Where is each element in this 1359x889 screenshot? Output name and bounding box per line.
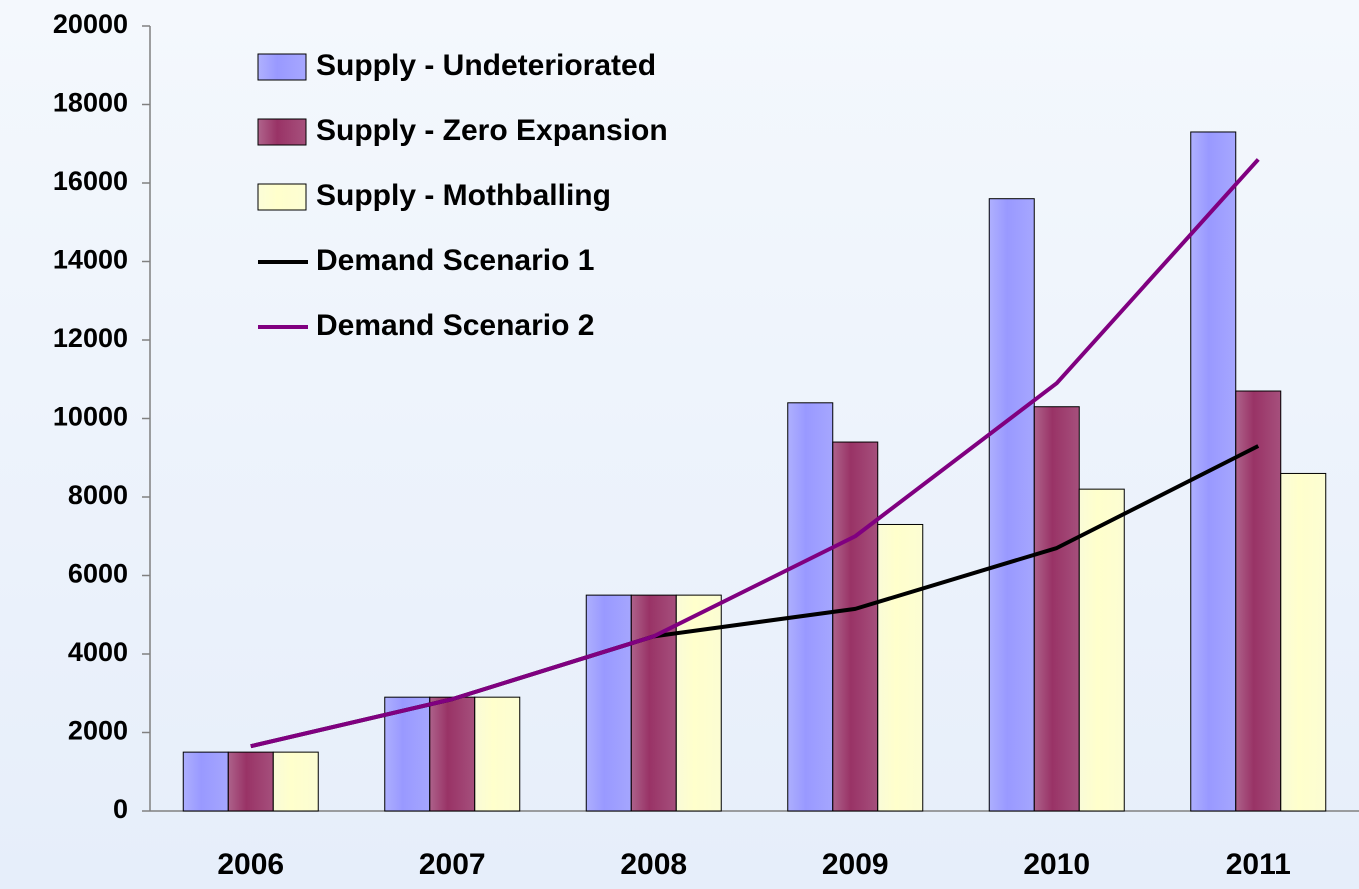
legend-swatch bbox=[257, 53, 307, 81]
bar bbox=[272, 751, 319, 812]
y-tick-label: 4000 bbox=[68, 637, 128, 667]
x-tick-label: 2010 bbox=[1023, 848, 1090, 881]
x-tick-label: 2007 bbox=[419, 848, 486, 881]
bar bbox=[1280, 472, 1327, 812]
legend-swatch bbox=[257, 183, 307, 211]
legend-label: Supply - Zero Expansion bbox=[316, 114, 668, 147]
y-tick-label: 18000 bbox=[53, 88, 128, 118]
bar bbox=[988, 198, 1035, 812]
y-tick-label: 2000 bbox=[68, 716, 128, 746]
y-tick-label: 6000 bbox=[68, 559, 128, 589]
bar bbox=[1235, 390, 1282, 812]
bar bbox=[384, 696, 431, 812]
bar bbox=[1078, 488, 1125, 812]
bar bbox=[787, 402, 834, 812]
bar bbox=[474, 696, 521, 812]
legend-label: Supply - Undeteriorated bbox=[316, 49, 656, 82]
legend-swatch bbox=[257, 118, 307, 146]
x-tick-label: 2011 bbox=[1226, 848, 1291, 881]
y-tick-label: 10000 bbox=[53, 402, 128, 432]
x-tick-label: 2008 bbox=[620, 848, 687, 881]
y-tick-label: 8000 bbox=[68, 480, 128, 510]
legend-label: Demand Scenario 1 bbox=[316, 244, 594, 277]
line bbox=[250, 158, 1260, 749]
x-tick-label: 2006 bbox=[217, 848, 284, 881]
legend-label: Supply - Mothballing bbox=[316, 179, 611, 212]
y-tick-label: 20000 bbox=[53, 9, 128, 39]
y-tick-label: 14000 bbox=[53, 245, 128, 275]
bar bbox=[832, 441, 879, 812]
bar bbox=[1190, 131, 1237, 812]
bar bbox=[227, 751, 274, 812]
bar bbox=[182, 751, 229, 812]
bar bbox=[877, 523, 924, 812]
y-tick-label: 16000 bbox=[53, 166, 128, 196]
y-tick-label: 12000 bbox=[53, 323, 128, 353]
x-tick-label: 2009 bbox=[822, 848, 889, 881]
legend-label: Demand Scenario 2 bbox=[316, 309, 594, 342]
bar bbox=[429, 696, 476, 812]
bar bbox=[585, 594, 632, 812]
y-tick-label: 0 bbox=[113, 794, 128, 824]
bar bbox=[1033, 406, 1080, 812]
